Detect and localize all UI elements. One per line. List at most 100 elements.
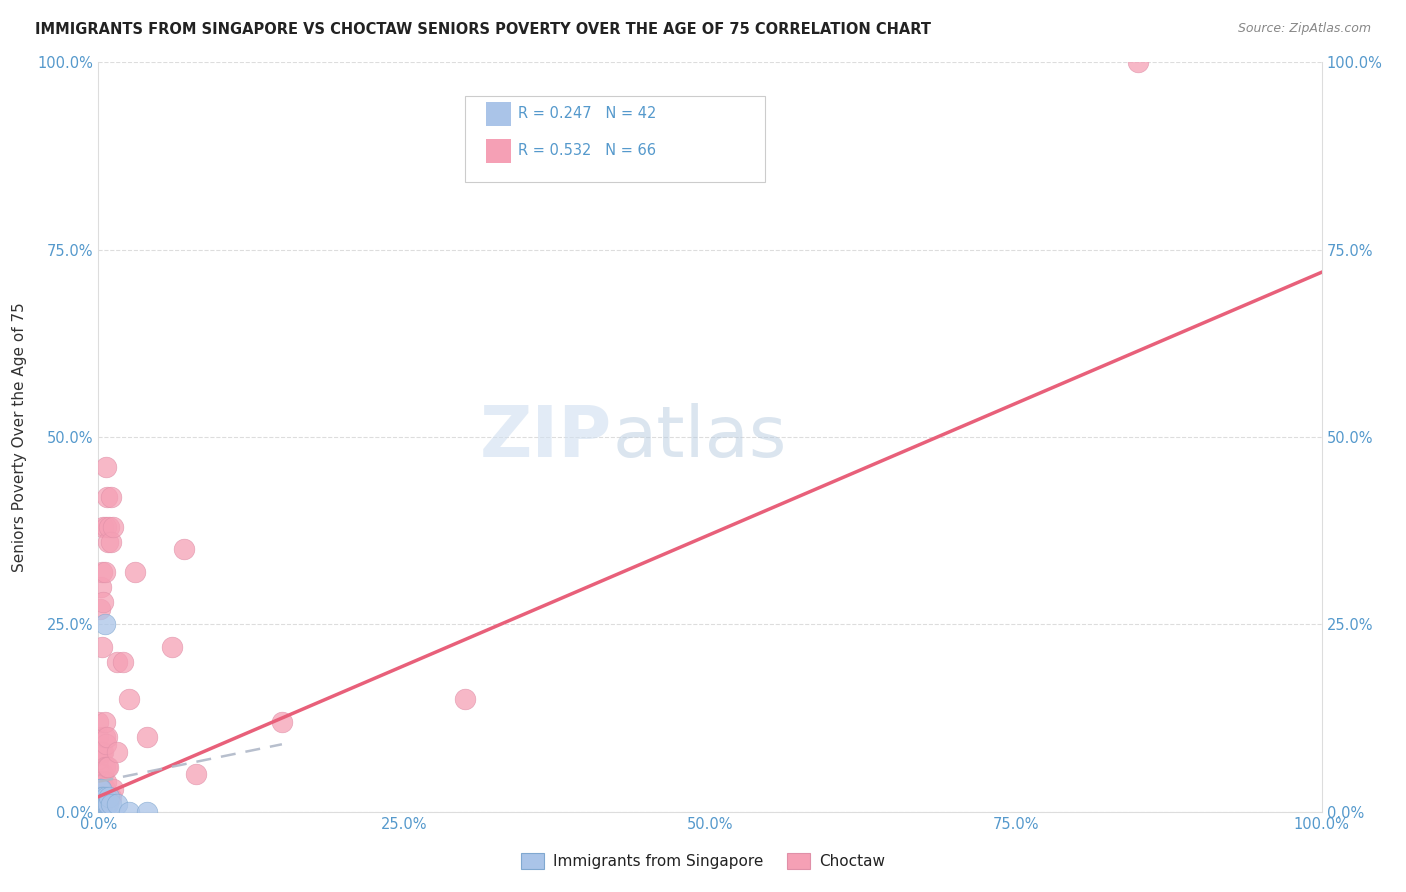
Point	[93, 617, 115, 632]
Point	[87, 805, 110, 819]
Point	[96, 797, 118, 812]
FancyBboxPatch shape	[486, 139, 510, 163]
Point	[100, 490, 122, 504]
Point	[111, 655, 134, 669]
Point	[94, 460, 117, 475]
Point	[87, 805, 110, 819]
Point	[100, 535, 122, 549]
Point	[91, 797, 114, 812]
Point	[89, 782, 111, 797]
Y-axis label: Seniors Poverty Over the Age of 75: Seniors Poverty Over the Age of 75	[11, 302, 27, 572]
Point	[91, 745, 114, 759]
Point	[87, 730, 110, 744]
Point	[87, 805, 110, 819]
Point	[93, 730, 115, 744]
Point	[118, 805, 141, 819]
Point	[101, 520, 124, 534]
Point	[87, 805, 110, 819]
Point	[87, 805, 110, 819]
Point	[91, 789, 114, 804]
Point	[91, 520, 114, 534]
Point	[93, 714, 115, 729]
Point	[91, 745, 114, 759]
Point	[87, 805, 110, 819]
Point	[87, 805, 110, 819]
Point	[91, 767, 114, 781]
Point	[173, 542, 195, 557]
Point	[100, 797, 122, 812]
Point	[87, 789, 110, 804]
Point	[90, 782, 112, 797]
Text: Source: ZipAtlas.com: Source: ZipAtlas.com	[1237, 22, 1371, 36]
Point	[100, 789, 122, 804]
Point	[91, 789, 114, 804]
Point	[98, 789, 121, 804]
Point	[98, 520, 121, 534]
Point	[101, 782, 124, 797]
Point	[89, 745, 111, 759]
Point	[91, 595, 114, 609]
Point	[454, 692, 477, 706]
Point	[87, 805, 110, 819]
Point	[89, 767, 111, 781]
Point	[94, 737, 117, 751]
Point	[136, 730, 159, 744]
Point	[96, 490, 118, 504]
Point	[91, 789, 114, 804]
Point	[97, 535, 120, 549]
Point	[89, 789, 111, 804]
Point	[91, 565, 114, 579]
Point	[89, 602, 111, 616]
Point	[90, 797, 112, 812]
Point	[97, 789, 120, 804]
Point	[124, 565, 146, 579]
Point	[94, 789, 117, 804]
Point	[98, 789, 121, 804]
Point	[87, 805, 110, 819]
Point	[90, 782, 112, 797]
Point	[87, 767, 110, 781]
Point	[96, 789, 118, 804]
Point	[87, 714, 110, 729]
Point	[105, 655, 128, 669]
FancyBboxPatch shape	[486, 102, 510, 126]
Point	[87, 789, 110, 804]
Point	[87, 745, 110, 759]
Point	[93, 760, 115, 774]
Point	[87, 805, 110, 819]
Point	[91, 797, 114, 812]
Point	[160, 640, 183, 654]
Legend: Immigrants from Singapore, Choctaw: Immigrants from Singapore, Choctaw	[515, 847, 891, 875]
Point	[87, 774, 110, 789]
Point	[91, 789, 114, 804]
Point	[90, 580, 112, 594]
Point	[87, 752, 110, 766]
Point	[96, 760, 118, 774]
Point	[105, 797, 128, 812]
Point	[93, 797, 115, 812]
Point	[87, 797, 110, 812]
Point	[90, 767, 112, 781]
Point	[89, 789, 111, 804]
Point	[87, 789, 110, 804]
Point	[87, 805, 110, 819]
Point	[90, 797, 112, 812]
Point	[270, 714, 294, 729]
Point	[89, 797, 111, 812]
Point	[87, 805, 110, 819]
Point	[118, 692, 141, 706]
Point	[136, 805, 159, 819]
Point	[93, 782, 115, 797]
Point	[89, 797, 111, 812]
Point	[87, 782, 110, 797]
Point	[105, 745, 128, 759]
Point	[96, 730, 118, 744]
Point	[89, 782, 111, 797]
Point	[94, 789, 117, 804]
Point	[90, 789, 112, 804]
Text: R = 0.247   N = 42: R = 0.247 N = 42	[517, 106, 657, 121]
Point	[87, 805, 110, 819]
Point	[91, 774, 114, 789]
Point	[94, 520, 117, 534]
FancyBboxPatch shape	[465, 96, 765, 182]
